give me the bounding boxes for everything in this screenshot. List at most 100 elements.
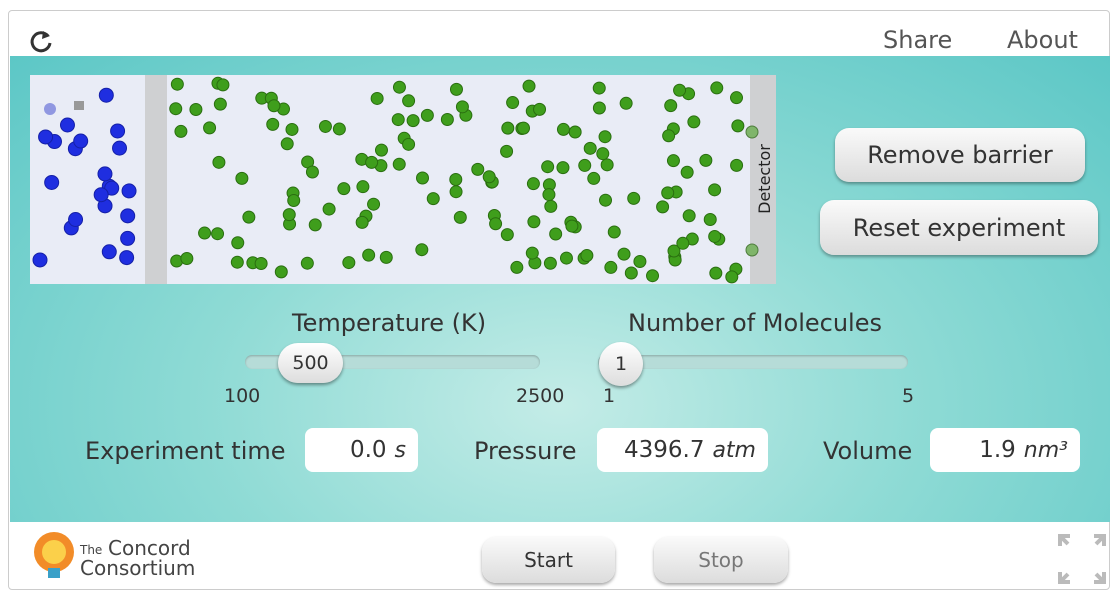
- time-unit: s: [394, 437, 406, 463]
- green-molecule: [624, 266, 638, 280]
- barrier: [145, 75, 167, 284]
- blue-molecule: [32, 252, 48, 268]
- green-molecule: [680, 165, 694, 179]
- pressure-value: 4396.7: [623, 437, 705, 463]
- time-label: Experiment time: [85, 437, 286, 465]
- green-molecule: [506, 96, 520, 110]
- green-molecule: [661, 186, 675, 200]
- green-molecule: [489, 217, 503, 231]
- green-molecule: [337, 182, 351, 196]
- time-value: 0.0: [349, 437, 387, 463]
- green-molecule: [455, 100, 469, 114]
- blue-molecule: [68, 212, 84, 228]
- green-molecule: [527, 215, 541, 229]
- green-molecule: [230, 255, 244, 269]
- green-molecule: [453, 210, 467, 224]
- green-molecule: [542, 188, 556, 202]
- green-molecule: [213, 97, 227, 111]
- blue-molecule: [112, 140, 128, 156]
- molecules-min: 1: [603, 385, 616, 407]
- logo-icon: [34, 532, 74, 578]
- volume-unit: nm³: [1023, 437, 1068, 463]
- green-molecule: [370, 91, 384, 105]
- green-molecule: [662, 129, 676, 143]
- pressure-label: Pressure: [474, 437, 577, 465]
- share-link[interactable]: Share: [883, 26, 953, 54]
- green-molecule: [676, 236, 690, 250]
- start-button[interactable]: Start: [482, 537, 615, 583]
- reload-icon[interactable]: [28, 28, 54, 54]
- green-molecule: [556, 161, 570, 175]
- green-molecule: [667, 244, 681, 258]
- green-molecule: [699, 153, 713, 167]
- pressure-unit: atm: [712, 437, 756, 463]
- green-molecule: [203, 121, 217, 135]
- green-molecule: [745, 125, 759, 139]
- green-molecule: [231, 236, 245, 250]
- green-molecule: [500, 144, 514, 158]
- blue-molecule: [101, 244, 117, 260]
- molecules-thumb[interactable]: 1: [599, 342, 643, 386]
- green-molecule: [274, 265, 288, 279]
- green-molecule: [367, 197, 381, 211]
- green-molecule: [365, 155, 379, 169]
- blue-molecule: [38, 129, 54, 145]
- green-molecule: [617, 247, 631, 261]
- blue-molecule: [121, 183, 137, 199]
- remove-barrier-button[interactable]: Remove barrier: [835, 128, 1085, 182]
- green-molecule: [449, 82, 463, 96]
- temperature-max: 2500: [516, 385, 565, 407]
- stop-button[interactable]: Stop: [654, 537, 788, 583]
- molecules-track: [598, 355, 908, 369]
- temperature-min: 100: [224, 385, 261, 407]
- green-molecule: [254, 256, 268, 270]
- green-molecule: [189, 103, 203, 117]
- green-molecule: [211, 227, 225, 241]
- simulation: Detector: [30, 75, 776, 284]
- green-molecule: [592, 81, 606, 95]
- blue-molecule: [120, 230, 136, 246]
- green-molecule: [280, 137, 294, 151]
- blue-molecule: [119, 250, 135, 266]
- green-molecule: [169, 102, 183, 116]
- green-molecule: [449, 172, 463, 186]
- green-molecule: [592, 101, 606, 115]
- green-molecule: [731, 119, 745, 133]
- green-molecule: [682, 209, 696, 223]
- green-molecule: [308, 218, 322, 232]
- green-molecule: [596, 147, 610, 161]
- time-readout: 0.0 s: [305, 428, 418, 472]
- molecules-label: Number of Molecules: [628, 309, 882, 337]
- about-link[interactable]: About: [1007, 26, 1078, 54]
- green-molecule: [379, 250, 393, 264]
- green-molecule: [559, 251, 573, 265]
- green-molecule: [318, 119, 332, 133]
- temperature-thumb[interactable]: 500: [278, 343, 343, 383]
- green-molecule: [285, 122, 299, 136]
- green-molecule: [725, 270, 739, 284]
- green-molecule: [170, 77, 184, 91]
- reset-experiment-button[interactable]: Reset experiment: [820, 200, 1098, 255]
- green-molecule: [356, 180, 370, 194]
- volume-label: Volume: [823, 437, 913, 465]
- green-molecule: [687, 115, 701, 129]
- green-molecule: [420, 108, 434, 122]
- green-molecule: [730, 91, 744, 105]
- green-molecule: [544, 199, 558, 213]
- green-molecule: [633, 255, 647, 269]
- green-molecule: [391, 113, 405, 127]
- green-molecule: [549, 227, 563, 241]
- detector-label: Detector: [755, 144, 774, 214]
- green-molecule: [587, 171, 601, 185]
- blue-molecule: [44, 174, 60, 190]
- green-molecule: [656, 200, 670, 214]
- green-molecule: [322, 202, 336, 216]
- green-molecule: [703, 212, 717, 226]
- green-molecule: [415, 243, 429, 257]
- green-molecule: [533, 102, 547, 116]
- fullscreen-icon[interactable]: [1058, 534, 1106, 584]
- green-molecule: [664, 99, 678, 113]
- green-molecule: [627, 191, 641, 205]
- green-molecule: [745, 243, 759, 257]
- green-molecule: [266, 117, 280, 131]
